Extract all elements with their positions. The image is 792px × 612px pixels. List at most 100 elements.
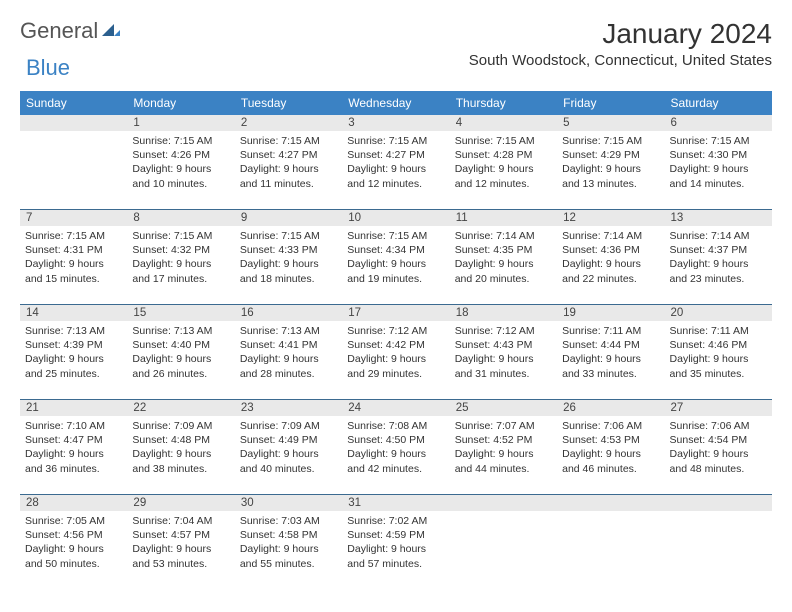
sunset-line: Sunset: 4:54 PM <box>670 433 767 447</box>
calendar-cell: Sunrise: 7:15 AMSunset: 4:34 PMDaylight:… <box>342 226 449 304</box>
title-block: January 2024 South Woodstock, Connecticu… <box>469 18 772 69</box>
daylight-line: Daylight: 9 hours and 12 minutes. <box>455 162 552 190</box>
day-number: 10 <box>342 210 449 226</box>
brand-text-1: General <box>20 18 98 44</box>
day-number: 11 <box>450 210 557 226</box>
day-number <box>20 115 127 131</box>
daylight-line: Daylight: 9 hours and 29 minutes. <box>347 352 444 380</box>
calendar-cell <box>557 511 664 589</box>
calendar-week: Sunrise: 7:05 AMSunset: 4:56 PMDaylight:… <box>20 511 772 589</box>
sunset-line: Sunset: 4:58 PM <box>240 528 337 542</box>
sunset-line: Sunset: 4:30 PM <box>670 148 767 162</box>
day-number: 14 <box>20 305 127 321</box>
day-number: 13 <box>665 210 772 226</box>
day-number: 4 <box>450 115 557 131</box>
sunrise-line: Sunrise: 7:13 AM <box>25 324 122 338</box>
calendar-cell: Sunrise: 7:12 AMSunset: 4:43 PMDaylight:… <box>450 321 557 399</box>
sunrise-line: Sunrise: 7:15 AM <box>132 134 229 148</box>
daylight-line: Daylight: 9 hours and 18 minutes. <box>240 257 337 285</box>
day-number: 17 <box>342 305 449 321</box>
sunset-line: Sunset: 4:43 PM <box>455 338 552 352</box>
sunrise-line: Sunrise: 7:12 AM <box>455 324 552 338</box>
sunset-line: Sunset: 4:26 PM <box>132 148 229 162</box>
calendar-week: Sunrise: 7:15 AMSunset: 4:26 PMDaylight:… <box>20 131 772 210</box>
day-number <box>557 495 664 511</box>
sunset-line: Sunset: 4:59 PM <box>347 528 444 542</box>
sunset-line: Sunset: 4:44 PM <box>562 338 659 352</box>
sunrise-line: Sunrise: 7:15 AM <box>347 229 444 243</box>
day-number: 21 <box>20 400 127 416</box>
daylight-line: Daylight: 9 hours and 50 minutes. <box>25 542 122 570</box>
daylight-line: Daylight: 9 hours and 15 minutes. <box>25 257 122 285</box>
calendar-cell: Sunrise: 7:02 AMSunset: 4:59 PMDaylight:… <box>342 511 449 589</box>
weekday-header: Tuesday <box>235 91 342 115</box>
daylight-line: Daylight: 9 hours and 26 minutes. <box>132 352 229 380</box>
calendar-cell: Sunrise: 7:06 AMSunset: 4:54 PMDaylight:… <box>665 416 772 494</box>
sunset-line: Sunset: 4:35 PM <box>455 243 552 257</box>
sunrise-line: Sunrise: 7:13 AM <box>240 324 337 338</box>
calendar-cell: Sunrise: 7:11 AMSunset: 4:44 PMDaylight:… <box>557 321 664 399</box>
day-number: 27 <box>665 400 772 416</box>
weekday-header: Monday <box>127 91 234 115</box>
sunrise-line: Sunrise: 7:15 AM <box>240 134 337 148</box>
day-number: 9 <box>235 210 342 226</box>
sunrise-line: Sunrise: 7:14 AM <box>455 229 552 243</box>
day-number-row: 21222324252627 <box>20 400 772 416</box>
calendar-cell: Sunrise: 7:15 AMSunset: 4:30 PMDaylight:… <box>665 131 772 209</box>
brand-text-2: Blue <box>26 55 70 81</box>
day-number: 12 <box>557 210 664 226</box>
sunrise-line: Sunrise: 7:09 AM <box>240 419 337 433</box>
day-number-row: 14151617181920 <box>20 305 772 321</box>
sunset-line: Sunset: 4:39 PM <box>25 338 122 352</box>
sunrise-line: Sunrise: 7:14 AM <box>562 229 659 243</box>
daylight-line: Daylight: 9 hours and 22 minutes. <box>562 257 659 285</box>
calendar-cell: Sunrise: 7:15 AMSunset: 4:28 PMDaylight:… <box>450 131 557 209</box>
day-number: 29 <box>127 495 234 511</box>
calendar-cell: Sunrise: 7:12 AMSunset: 4:42 PMDaylight:… <box>342 321 449 399</box>
daylight-line: Daylight: 9 hours and 53 minutes. <box>132 542 229 570</box>
day-number: 22 <box>127 400 234 416</box>
day-number: 6 <box>665 115 772 131</box>
sunset-line: Sunset: 4:33 PM <box>240 243 337 257</box>
daylight-line: Daylight: 9 hours and 35 minutes. <box>670 352 767 380</box>
calendar-cell <box>665 511 772 589</box>
daylight-line: Daylight: 9 hours and 14 minutes. <box>670 162 767 190</box>
daylight-line: Daylight: 9 hours and 11 minutes. <box>240 162 337 190</box>
weekday-header-row: SundayMondayTuesdayWednesdayThursdayFrid… <box>20 91 772 115</box>
sunrise-line: Sunrise: 7:06 AM <box>562 419 659 433</box>
calendar-cell <box>450 511 557 589</box>
day-number: 31 <box>342 495 449 511</box>
sunrise-line: Sunrise: 7:15 AM <box>455 134 552 148</box>
day-number <box>665 495 772 511</box>
daylight-line: Daylight: 9 hours and 48 minutes. <box>670 447 767 475</box>
daylight-line: Daylight: 9 hours and 40 minutes. <box>240 447 337 475</box>
calendar-cell: Sunrise: 7:09 AMSunset: 4:48 PMDaylight:… <box>127 416 234 494</box>
location-text: South Woodstock, Connecticut, United Sta… <box>469 52 772 69</box>
sunrise-line: Sunrise: 7:15 AM <box>240 229 337 243</box>
sunrise-line: Sunrise: 7:15 AM <box>347 134 444 148</box>
daylight-line: Daylight: 9 hours and 33 minutes. <box>562 352 659 380</box>
day-number-row: 123456 <box>20 115 772 131</box>
sunset-line: Sunset: 4:47 PM <box>25 433 122 447</box>
calendar-cell: Sunrise: 7:13 AMSunset: 4:41 PMDaylight:… <box>235 321 342 399</box>
calendar-week: Sunrise: 7:15 AMSunset: 4:31 PMDaylight:… <box>20 226 772 305</box>
daylight-line: Daylight: 9 hours and 55 minutes. <box>240 542 337 570</box>
calendar-cell: Sunrise: 7:14 AMSunset: 4:36 PMDaylight:… <box>557 226 664 304</box>
sunrise-line: Sunrise: 7:11 AM <box>562 324 659 338</box>
calendar-cell: Sunrise: 7:07 AMSunset: 4:52 PMDaylight:… <box>450 416 557 494</box>
calendar-cell: Sunrise: 7:15 AMSunset: 4:31 PMDaylight:… <box>20 226 127 304</box>
day-number: 16 <box>235 305 342 321</box>
sunset-line: Sunset: 4:53 PM <box>562 433 659 447</box>
sunset-line: Sunset: 4:36 PM <box>562 243 659 257</box>
calendar-week: Sunrise: 7:10 AMSunset: 4:47 PMDaylight:… <box>20 416 772 495</box>
sunrise-line: Sunrise: 7:15 AM <box>562 134 659 148</box>
day-number: 25 <box>450 400 557 416</box>
sunrise-line: Sunrise: 7:15 AM <box>132 229 229 243</box>
sunset-line: Sunset: 4:50 PM <box>347 433 444 447</box>
daylight-line: Daylight: 9 hours and 20 minutes. <box>455 257 552 285</box>
calendar-cell: Sunrise: 7:10 AMSunset: 4:47 PMDaylight:… <box>20 416 127 494</box>
sunrise-line: Sunrise: 7:05 AM <box>25 514 122 528</box>
sunrise-line: Sunrise: 7:15 AM <box>25 229 122 243</box>
daylight-line: Daylight: 9 hours and 42 minutes. <box>347 447 444 475</box>
daylight-line: Daylight: 9 hours and 38 minutes. <box>132 447 229 475</box>
